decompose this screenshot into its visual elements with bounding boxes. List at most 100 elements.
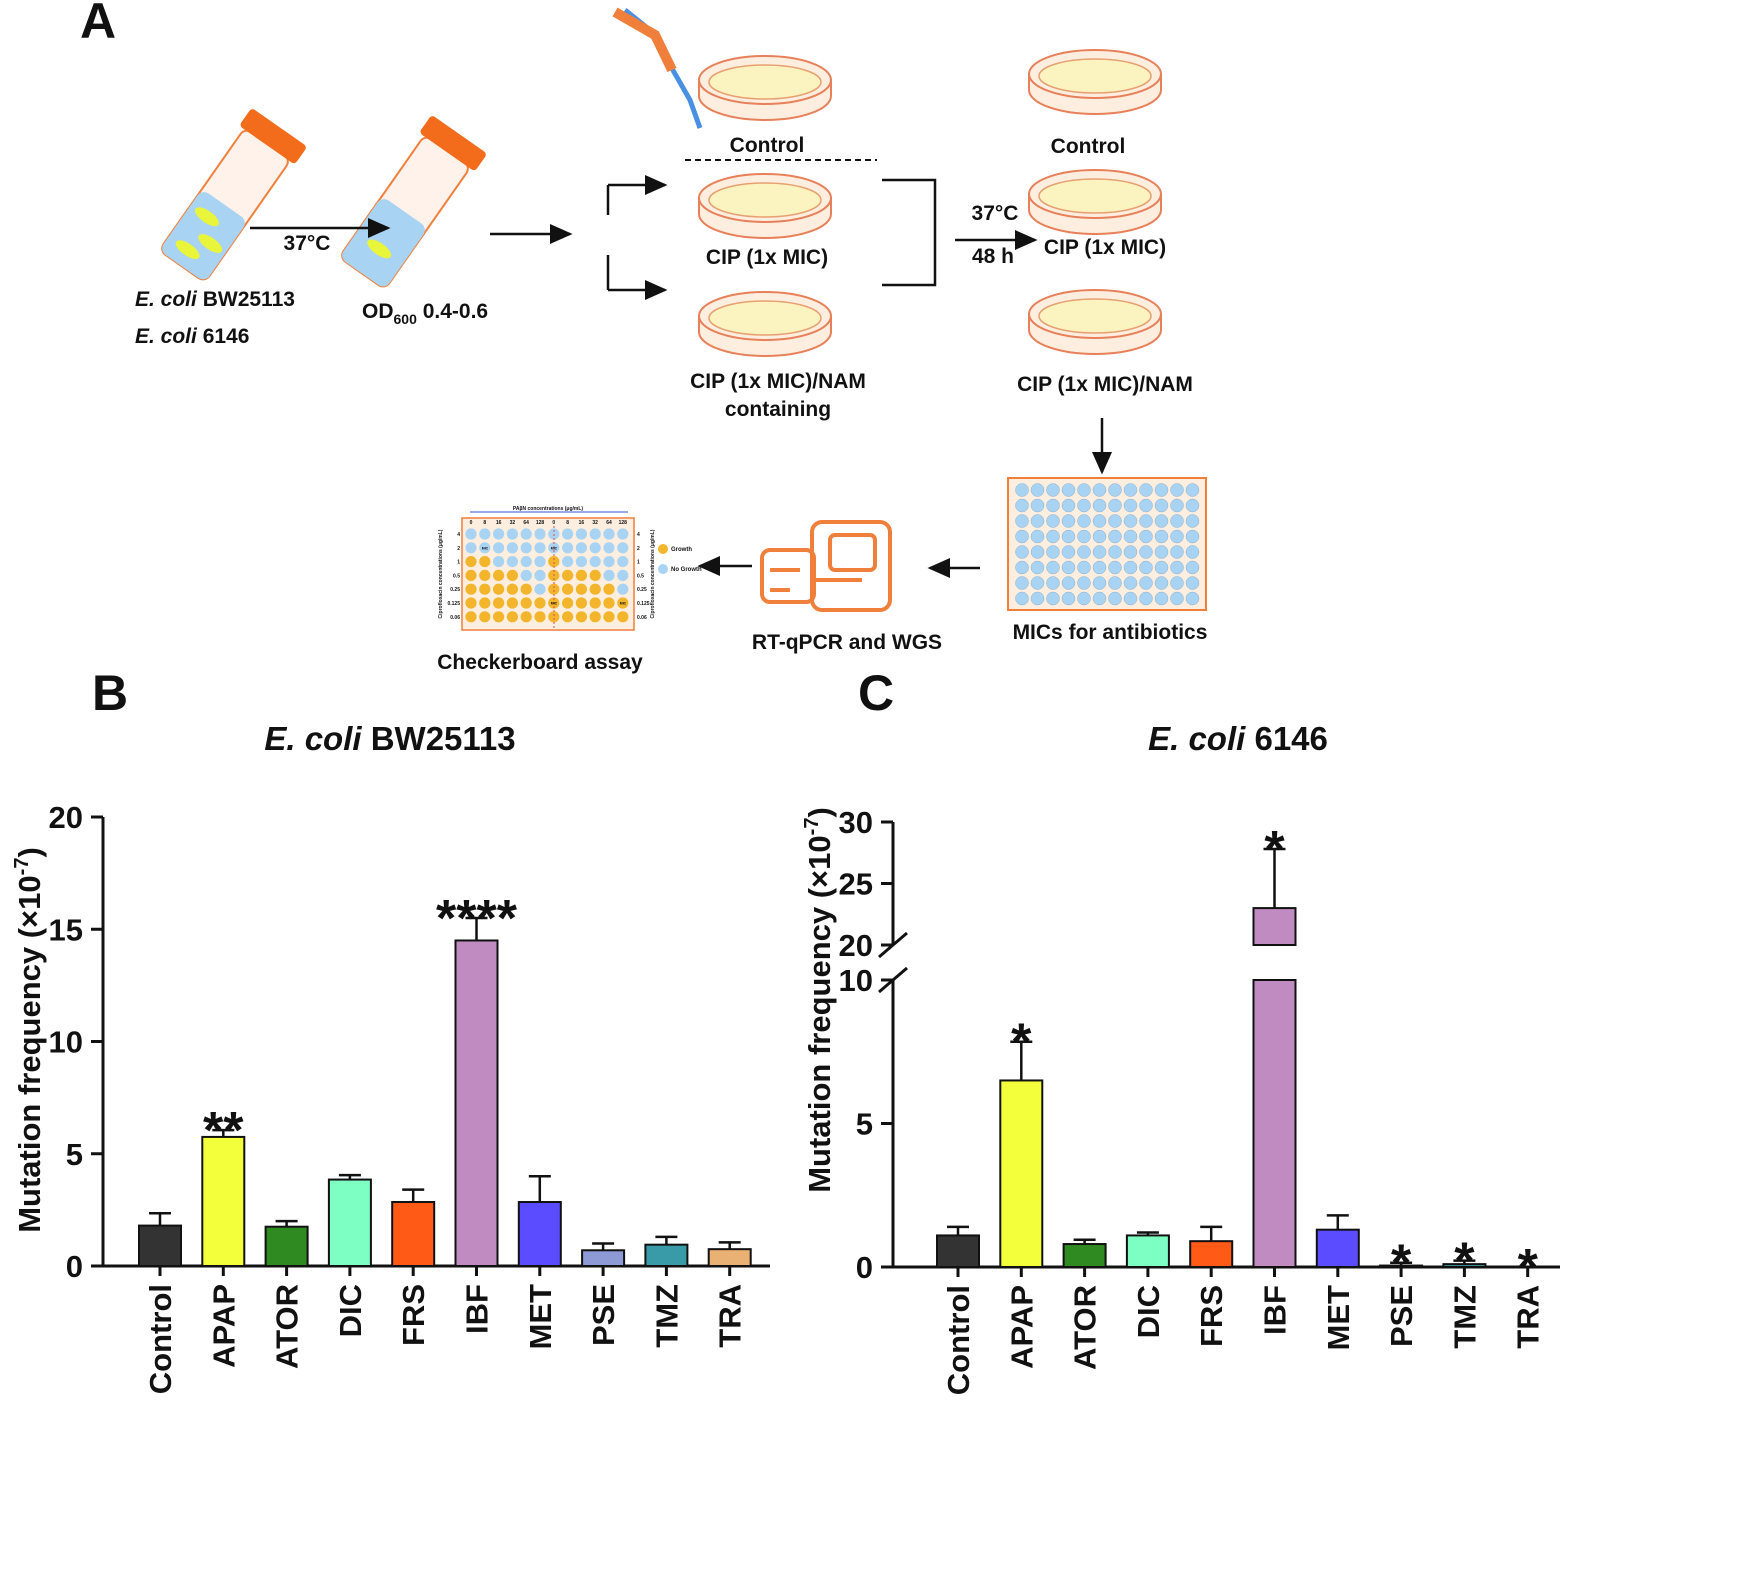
plate-label: Control bbox=[730, 134, 805, 157]
bracket bbox=[882, 178, 937, 287]
title-strain: 6146 bbox=[1254, 720, 1327, 757]
checkerboard-well bbox=[562, 597, 574, 609]
well bbox=[1077, 576, 1091, 590]
panel-label: C bbox=[858, 665, 894, 721]
y-tick-label: 15 bbox=[49, 912, 83, 947]
well bbox=[1077, 483, 1091, 497]
checkerboard-row: 0.125 bbox=[637, 601, 650, 607]
well bbox=[1046, 514, 1060, 528]
well bbox=[1123, 545, 1138, 559]
checkerboard-well bbox=[575, 556, 588, 568]
checkerboard-title: Ciprofloxacin concentrations (μg/mL) bbox=[650, 529, 656, 618]
bar bbox=[517, 1201, 562, 1267]
checkerboard-well bbox=[493, 569, 505, 582]
bar bbox=[1315, 1228, 1360, 1268]
schematic: E. coli BW25113 E. coli 6146 37°C OD600 … bbox=[135, 7, 1207, 674]
x-tick-label: IBF bbox=[460, 1284, 495, 1334]
checkerboard-well bbox=[465, 542, 477, 554]
checkerboard-well bbox=[534, 556, 546, 568]
checkerboard-well bbox=[479, 542, 491, 554]
x-tick-label: FRS bbox=[396, 1284, 431, 1346]
x-tick-label: Control bbox=[941, 1285, 976, 1395]
y-tick-label: 10 bbox=[49, 1025, 83, 1060]
checkerboard-well bbox=[520, 611, 532, 623]
checkerboard-well bbox=[603, 597, 615, 609]
step-label: Checkerboard assay bbox=[437, 651, 643, 674]
checkerboard-well bbox=[562, 583, 574, 595]
well bbox=[1030, 576, 1045, 590]
checkerboard-well bbox=[575, 528, 588, 540]
error-bar bbox=[1136, 1231, 1159, 1236]
checkerboard-well bbox=[575, 597, 588, 609]
checkerboard-row: 0.06 bbox=[450, 615, 460, 621]
well bbox=[1170, 560, 1184, 575]
tube bbox=[341, 116, 486, 288]
x-tick-label: PSE bbox=[1384, 1285, 1419, 1347]
well bbox=[1139, 529, 1153, 544]
checkerboard-well bbox=[534, 611, 546, 623]
well bbox=[1185, 545, 1200, 559]
significance-label: * bbox=[1264, 821, 1285, 879]
checkerboard-row: 1 bbox=[457, 560, 460, 566]
well bbox=[1077, 560, 1091, 575]
checkerboard-well bbox=[479, 583, 491, 595]
checkerboard-well bbox=[603, 583, 615, 595]
well bbox=[1092, 560, 1107, 575]
x-tick-label: MET bbox=[1321, 1285, 1356, 1351]
legend-swatch bbox=[658, 564, 668, 574]
plate-label: Control bbox=[1051, 135, 1126, 158]
well bbox=[1046, 498, 1060, 513]
well bbox=[1170, 576, 1184, 590]
y-axis-label-part: -7 bbox=[11, 858, 33, 876]
well bbox=[1061, 591, 1076, 606]
well bbox=[1123, 560, 1138, 575]
title-species: E. coli bbox=[264, 720, 362, 757]
agar bbox=[708, 64, 822, 100]
error-bar bbox=[1010, 1040, 1033, 1081]
well bbox=[1092, 498, 1107, 513]
well bbox=[1030, 498, 1045, 513]
checkerboard-well bbox=[493, 611, 505, 623]
legend-swatch bbox=[658, 544, 668, 554]
well bbox=[1046, 545, 1060, 559]
well bbox=[1185, 591, 1200, 606]
well bbox=[1139, 591, 1153, 606]
significance-label: ** bbox=[203, 1102, 244, 1160]
checkerboard-column: 128 bbox=[536, 520, 545, 526]
checkerboard-well bbox=[548, 556, 560, 568]
well bbox=[1170, 514, 1184, 528]
checkerboard-well bbox=[465, 569, 477, 582]
y-tick-label: 30 bbox=[839, 805, 873, 840]
bar bbox=[1252, 979, 1297, 1268]
checkerboard-well bbox=[506, 542, 518, 554]
agar bbox=[708, 300, 822, 336]
checkerboard-well bbox=[534, 542, 546, 554]
x-tick-label: MET bbox=[523, 1284, 558, 1350]
well bbox=[1139, 560, 1153, 575]
checkerboard-well bbox=[589, 528, 601, 540]
bar bbox=[707, 1248, 752, 1267]
well bbox=[1170, 545, 1184, 559]
checkerboard-well bbox=[589, 597, 601, 609]
x-tick-label: ATOR bbox=[1068, 1285, 1103, 1370]
well bbox=[1108, 483, 1122, 497]
checkerboard-row: 0.06 bbox=[637, 615, 647, 621]
x-tick-label: TRA bbox=[713, 1284, 748, 1348]
checkerboard-row: 0.5 bbox=[637, 573, 644, 579]
error-bar bbox=[338, 1173, 361, 1180]
sequencer bbox=[760, 520, 892, 612]
title-species: E. coli bbox=[1148, 720, 1246, 757]
checkerboard-column: 64 bbox=[523, 520, 529, 526]
checkerboard-well bbox=[562, 611, 574, 623]
well bbox=[1092, 483, 1107, 497]
checkerboard-well bbox=[617, 556, 629, 568]
y-tick-label: 25 bbox=[839, 867, 873, 902]
well bbox=[1123, 576, 1138, 590]
well bbox=[1077, 545, 1091, 559]
well bbox=[1154, 576, 1169, 590]
y-axis-label-part: Mutation frequency (×10 bbox=[802, 835, 837, 1192]
checkerboard-well bbox=[617, 528, 629, 540]
bar bbox=[1189, 1240, 1234, 1269]
well bbox=[1092, 591, 1107, 606]
well bbox=[1061, 514, 1076, 528]
